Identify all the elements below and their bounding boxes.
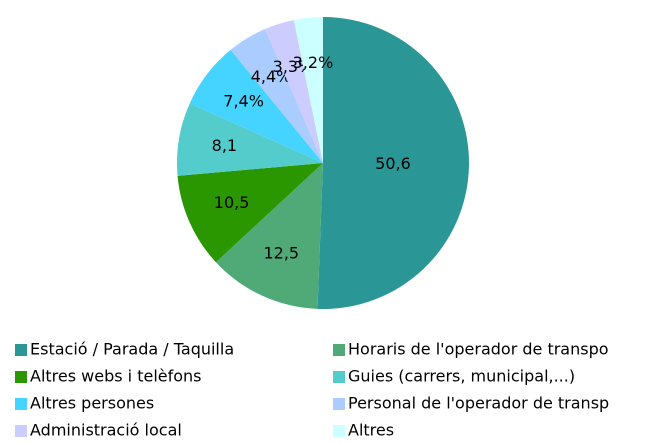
legend-label: Altres persones	[30, 394, 154, 413]
pie-slice	[177, 103, 323, 176]
data-label: 7,4%	[223, 92, 264, 111]
data-label: 12,5	[263, 243, 299, 262]
pie-slice	[177, 163, 323, 263]
legend-label: Altres webs i telèfons	[30, 367, 202, 386]
data-label: 10,5	[214, 193, 250, 212]
legend-swatch	[15, 398, 27, 410]
legend-label: Altres	[348, 421, 394, 440]
data-label: 8,1	[212, 136, 237, 155]
pie-slice	[189, 49, 323, 163]
legend-label: Estació / Parada / Taquilla	[30, 340, 234, 359]
legend-swatch	[333, 425, 345, 437]
legend-swatch	[333, 398, 345, 410]
legend-swatch	[15, 371, 27, 383]
legend-label: Administració local	[30, 421, 182, 440]
pie-slice	[293, 17, 323, 163]
legend-swatch	[333, 371, 345, 383]
pie-slice	[230, 29, 323, 163]
legend-label: Personal de l'operador de transp	[348, 394, 609, 413]
legend-swatch	[15, 425, 27, 437]
legend-label: Horaris de l'operador de transpo	[348, 340, 609, 359]
data-label: 3,2%	[293, 53, 334, 72]
pie-slice	[317, 17, 469, 310]
legend-label: Guies (carrers, municipal,...)	[348, 367, 575, 386]
pie-slice	[265, 19, 323, 163]
legend-swatch	[15, 344, 27, 356]
pie-slice	[215, 163, 323, 309]
legend-swatch	[333, 344, 345, 356]
data-label: 50,6	[375, 154, 411, 173]
data-label: 4,4%	[251, 67, 292, 86]
